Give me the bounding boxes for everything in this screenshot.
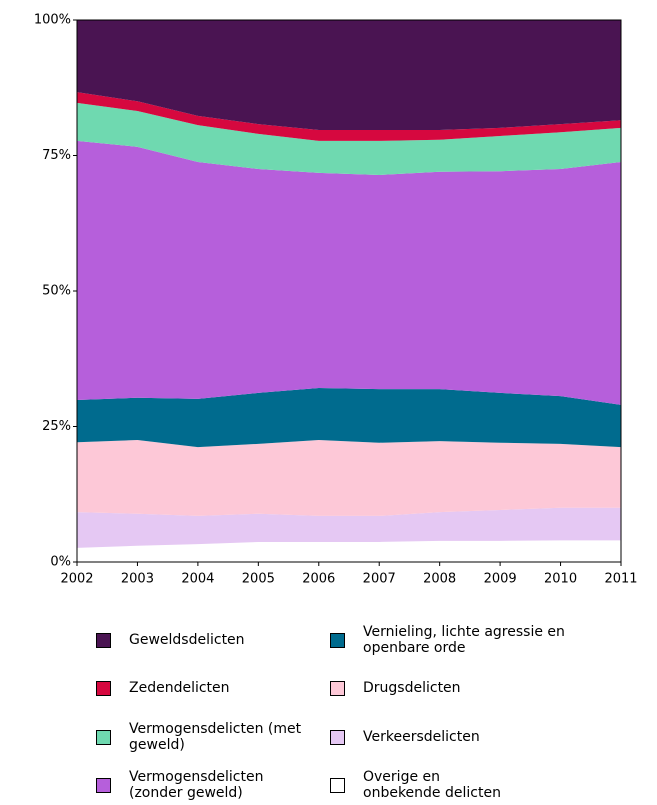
legend-swatch (330, 680, 345, 696)
x-tick-label: 2008 (423, 572, 456, 587)
legend-label: Zedendelicten (129, 680, 230, 696)
legend-label: Overige en onbekende delicten (363, 769, 501, 801)
area (77, 507, 621, 548)
area (77, 140, 621, 405)
x-tick-label: 2007 (363, 572, 396, 587)
x-tick-label: 2005 (242, 572, 275, 587)
area (77, 388, 621, 448)
legend-swatch (330, 729, 345, 745)
area (77, 540, 621, 562)
legend-swatch (330, 777, 345, 793)
x-tick-label: 2011 (604, 572, 637, 587)
chart: 0% 25% 50% 75% 100% 2002 2003 2004 2005 2006 2007 2… (34, 13, 638, 587)
y-tick-label: 75% (42, 148, 71, 163)
legend-label: Drugsdelicten (363, 680, 461, 696)
x-tick-label: 2004 (181, 572, 214, 587)
legend-label: Vermogensdelicten (met geweld) (129, 721, 302, 753)
area (77, 20, 621, 131)
legend-item: Zedendelicten (96, 672, 356, 704)
area (77, 102, 621, 176)
legend-label: Geweldsdelicten (129, 632, 245, 648)
legend-item: Vermogensdelicten (zonder geweld) (96, 769, 356, 801)
legend-swatch (96, 632, 111, 648)
legend-swatch (96, 729, 111, 745)
x-tick-label: 2009 (484, 572, 517, 587)
legend-swatch (330, 632, 345, 648)
area (77, 92, 621, 141)
x-tick-label: 2002 (60, 572, 93, 587)
legend-item: Verkeersdelicten (330, 721, 590, 753)
legend-item: Vermogensdelicten (met geweld) (96, 721, 356, 753)
legend-swatch (96, 777, 111, 793)
legend-label: Vermogensdelicten (zonder geweld) (129, 769, 264, 801)
y-tick-label: 50% (42, 284, 71, 299)
x-tick-label: 2010 (544, 572, 577, 587)
y-tick-label: 25% (42, 419, 71, 434)
legend-item: Geweldsdelicten (96, 624, 356, 656)
legend-label: Vernieling, lichte agressie en openbare … (363, 624, 565, 656)
area (77, 440, 621, 516)
legend-item: Drugsdelicten (330, 672, 590, 704)
x-tick-label: 2003 (121, 572, 154, 587)
y-tick-label: 0% (50, 555, 71, 570)
y-tick-label: 100% (34, 13, 71, 28)
legend-item: Overige en onbekende delicten (330, 769, 590, 801)
legend-item: Vernieling, lichte agressie en openbare … (330, 624, 590, 656)
legend-swatch (96, 680, 111, 696)
legend-label: Verkeersdelicten (363, 729, 480, 745)
x-tick-label: 2006 (302, 572, 335, 587)
